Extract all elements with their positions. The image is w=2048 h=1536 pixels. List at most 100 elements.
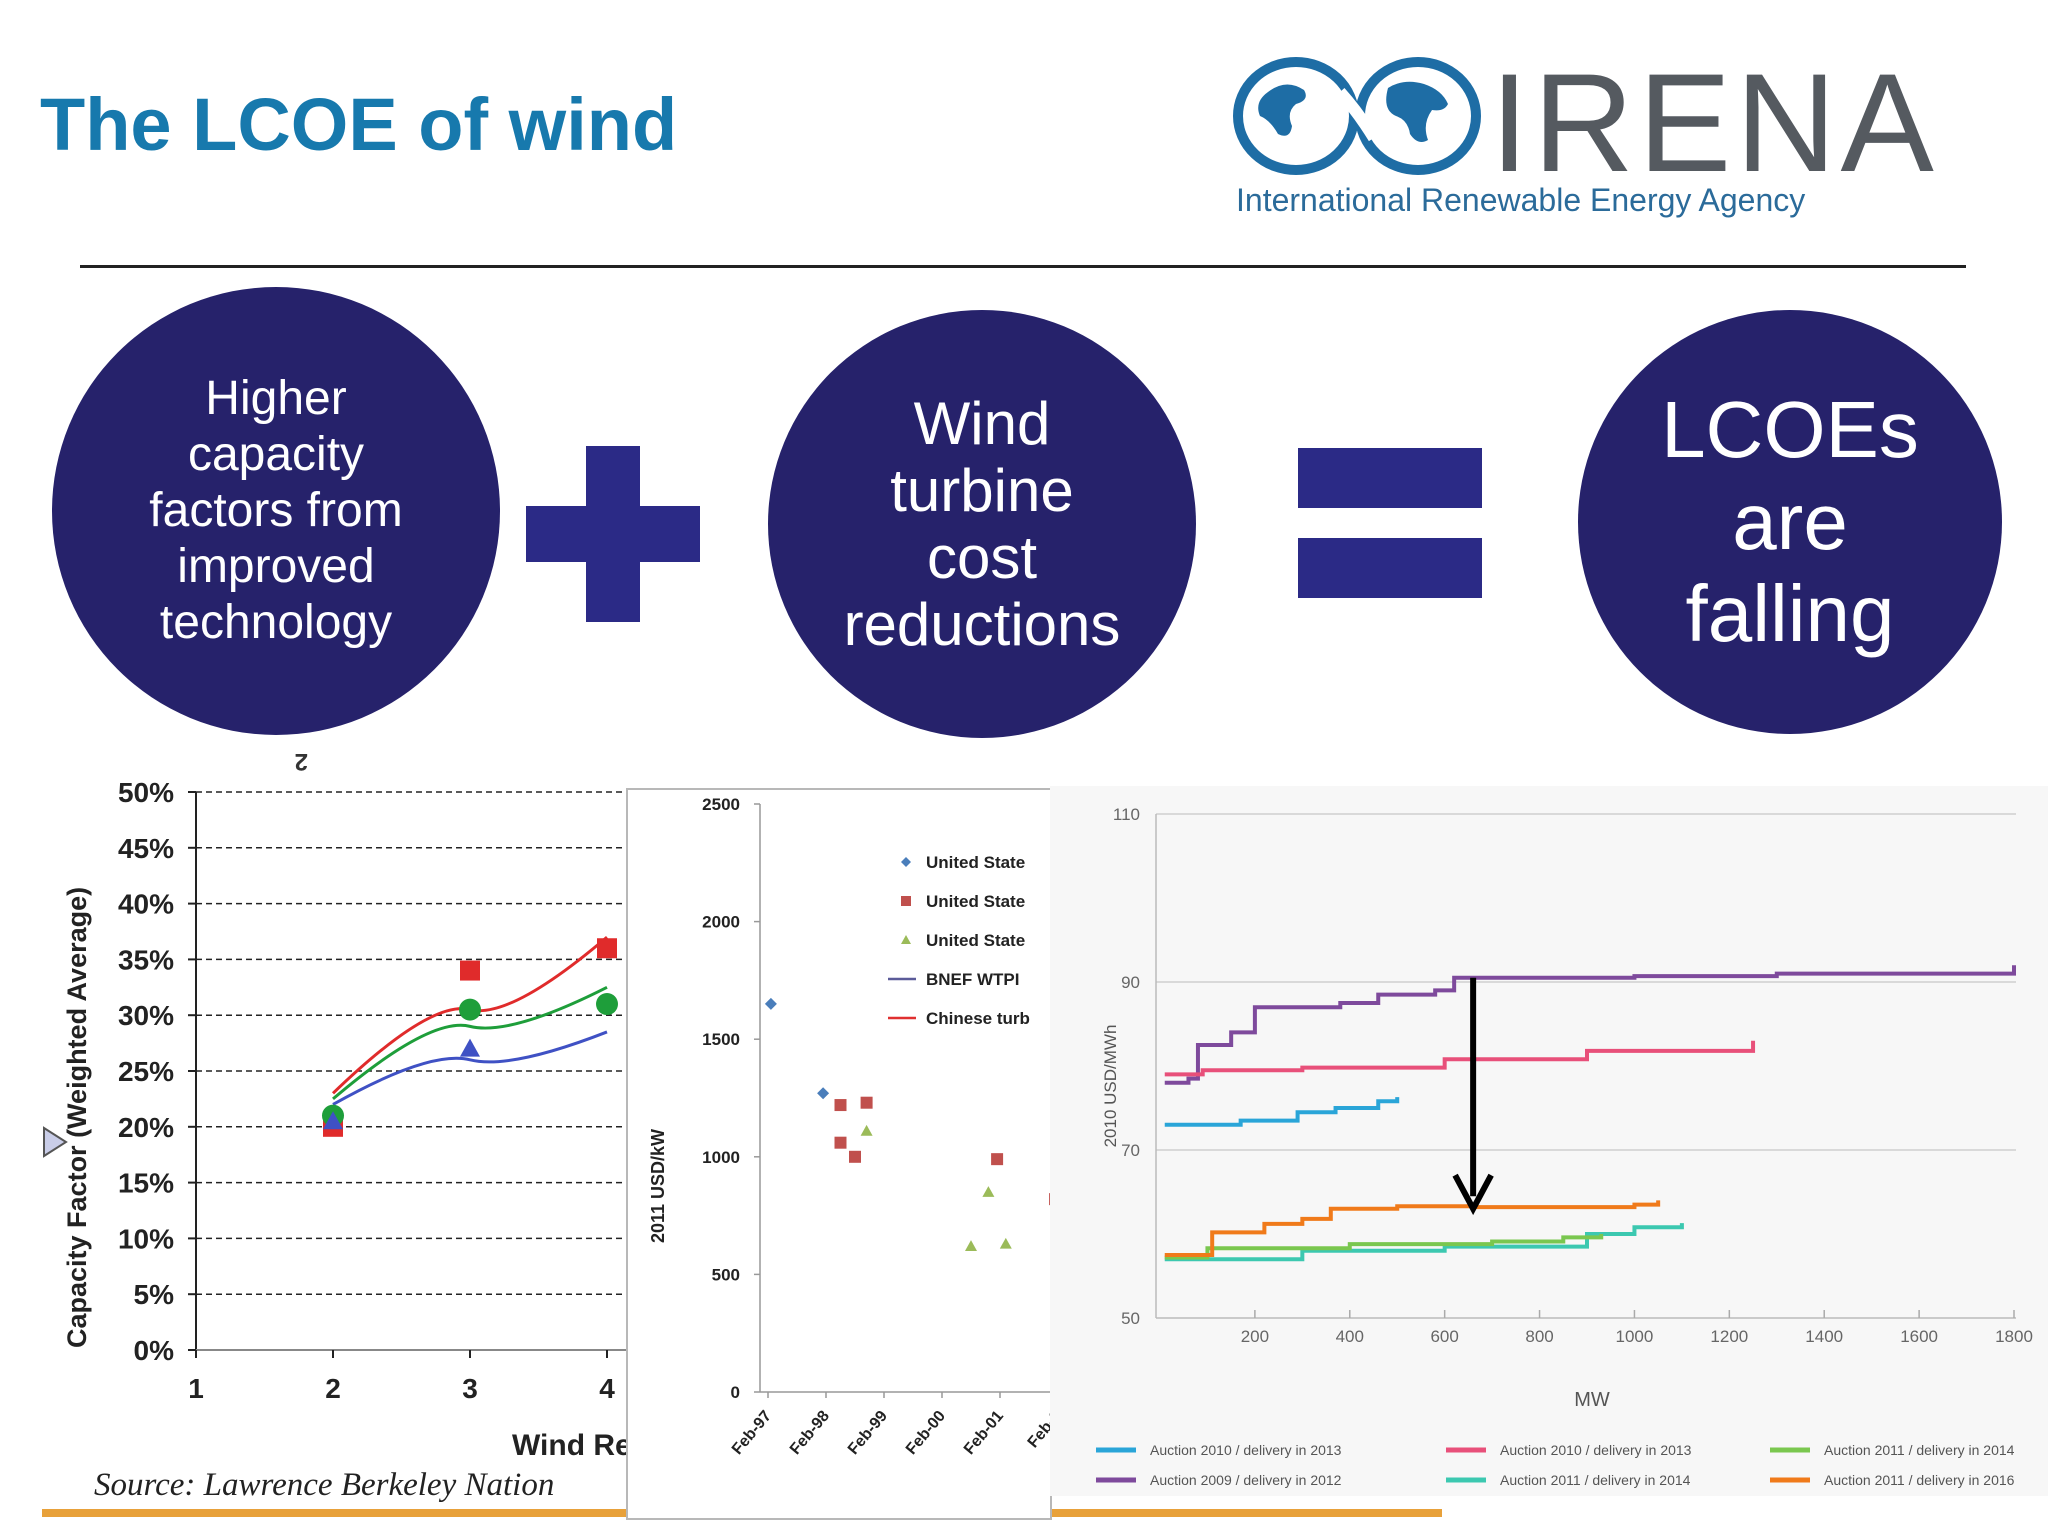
y-tick-label: 40%	[118, 889, 174, 920]
x-tick-label: 1000	[1616, 1327, 1654, 1346]
globe-infinity-icon	[1233, 57, 1481, 175]
legend-label: Auction 2010 / delivery in 2013	[1150, 1442, 1342, 1458]
data-point	[834, 1099, 847, 1112]
data-point	[982, 1186, 995, 1197]
capacity-factor-text: Higher capacity factors from improved te…	[149, 372, 403, 649]
irena-logo	[1230, 50, 1900, 240]
legend-label: BNEF WTPI	[926, 970, 1020, 989]
x-tick-label: 2	[325, 1373, 341, 1404]
page-title: The LCOE of wind	[40, 83, 678, 166]
legend-swatch	[901, 935, 911, 944]
y-tick-label: 110	[1113, 805, 1140, 824]
x-tick-label: 600	[1430, 1327, 1458, 1346]
data-point	[817, 1087, 830, 1100]
data-point	[860, 1124, 873, 1136]
series-line	[1164, 1234, 1604, 1260]
header-divider	[80, 265, 1966, 268]
data-point	[764, 997, 777, 1010]
series-line	[1164, 1097, 1400, 1127]
trend-line	[332, 985, 608, 1101]
logo-wordmark: IRENA	[1490, 44, 1938, 201]
data-point	[834, 1136, 847, 1149]
legend-swatch	[901, 857, 911, 867]
y-tick-label: 70	[1121, 1141, 1140, 1160]
data-point	[460, 960, 480, 981]
x-tick-label: 3	[462, 1373, 478, 1404]
legend-label: United State	[926, 931, 1025, 950]
x-tick-label: 1600	[1900, 1327, 1938, 1346]
data-point	[965, 1240, 977, 1251]
y-tick-label: 0%	[134, 1335, 175, 1366]
lcoe-falling-text: LCOEs are falling	[1661, 385, 1919, 658]
series-line	[1164, 1040, 1756, 1077]
data-point	[459, 998, 481, 1021]
equals-sign-bottom	[1298, 538, 1482, 598]
data-point	[460, 1038, 480, 1057]
y-tick-label: 500	[712, 1265, 740, 1284]
data-point	[860, 1096, 873, 1109]
y-tick-label: 45%	[118, 833, 174, 864]
source-note: Source: Lawrence Berkeley Nation	[94, 1467, 555, 1503]
legend-label: Auction 2011 / delivery in 2016	[1824, 1472, 2015, 1488]
y-tick-label: 5%	[134, 1279, 175, 1310]
data-point	[596, 993, 618, 1016]
y-tick-label: 1000	[702, 1148, 740, 1167]
x-axis-label: Wind Re	[512, 1429, 632, 1462]
series-line	[1164, 965, 2016, 1085]
trend-line	[332, 1030, 608, 1106]
plus-sign-horizontal	[526, 506, 700, 562]
legend-label: Chinese turb	[926, 1009, 1030, 1028]
slide-arrow-icon[interactable]	[43, 1126, 68, 1158]
lcoe-falling-circle: LCOEs are falling	[1578, 310, 2002, 734]
auction-price-chart: 2010 USD/MWh MW 110 90 70 50 200 400 600 800 10…	[1050, 786, 2048, 1496]
y-tick-label: 2500	[702, 795, 740, 814]
legend-label: Auction 2010 / delivery in 2013	[1500, 1442, 1692, 1458]
x-tick-label: 800	[1525, 1327, 1553, 1346]
x-tick-label: 4	[599, 1373, 615, 1404]
legend-swatch	[901, 896, 911, 906]
turbine-cost-circle: Wind turbine cost reductions	[768, 310, 1196, 738]
legend-label: United State	[926, 853, 1025, 872]
stray-mark: 2	[295, 750, 308, 775]
series-line	[1164, 1223, 1684, 1262]
y-tick-label: 90	[1121, 973, 1140, 992]
y-axis-label: 2010 USD/MWh	[1101, 1025, 1120, 1148]
legend-label: Auction 2011 / delivery in 2014	[1500, 1472, 1691, 1488]
data-point	[323, 1111, 343, 1130]
x-tick-label: 1	[188, 1373, 204, 1404]
y-tick-label: 35%	[118, 944, 174, 975]
legend-label: Auction 2009 / delivery in 2012	[1150, 1472, 1342, 1488]
x-tick-label: 1200	[1710, 1327, 1748, 1346]
y-tick-label: 30%	[118, 1000, 174, 1031]
legend-label: Auction 2011 / delivery in 2014	[1824, 1442, 2015, 1458]
y-tick-label: 2000	[702, 913, 740, 932]
x-tick-label: 400	[1336, 1327, 1364, 1346]
logo-tagline: International Renewable Energy Agency	[1236, 182, 1806, 218]
y-tick-label: 1500	[702, 1030, 740, 1049]
y-tick-label: 0	[731, 1383, 740, 1402]
y-axis-label: Capacity Factor (Weighted Average)	[62, 887, 92, 1348]
data-point	[999, 1237, 1012, 1249]
equals-sign-top	[1298, 448, 1482, 508]
legend-label: United State	[926, 892, 1025, 911]
x-tick-label: 1400	[1805, 1327, 1843, 1346]
arrow-head-icon	[1452, 1173, 1494, 1216]
y-tick-label: 50	[1121, 1309, 1140, 1328]
capacity-factor-circle: Higher capacity factors from improved te…	[52, 287, 500, 735]
y-tick-label: 10%	[118, 1223, 174, 1254]
y-tick-label: 50%	[118, 777, 174, 808]
y-tick-label: 15%	[118, 1168, 174, 1199]
x-tick-label: 200	[1241, 1327, 1269, 1346]
data-point	[849, 1150, 861, 1163]
y-axis-label: 2011 USD/kW	[648, 1129, 668, 1243]
y-tick-label: 25%	[118, 1056, 174, 1087]
data-point	[597, 938, 617, 959]
data-point	[991, 1153, 1004, 1166]
y-tick-label: 20%	[118, 1112, 174, 1143]
x-tick-label: 1800	[1995, 1327, 2033, 1346]
x-axis-label: MW	[1574, 1389, 1610, 1411]
series-line	[1164, 1200, 1661, 1257]
capacity-factor-chart: Capacity Factor (Weighted Average) 50%45…	[43, 750, 640, 1462]
turbine-cost-text: Wind turbine cost reductions	[843, 390, 1121, 658]
